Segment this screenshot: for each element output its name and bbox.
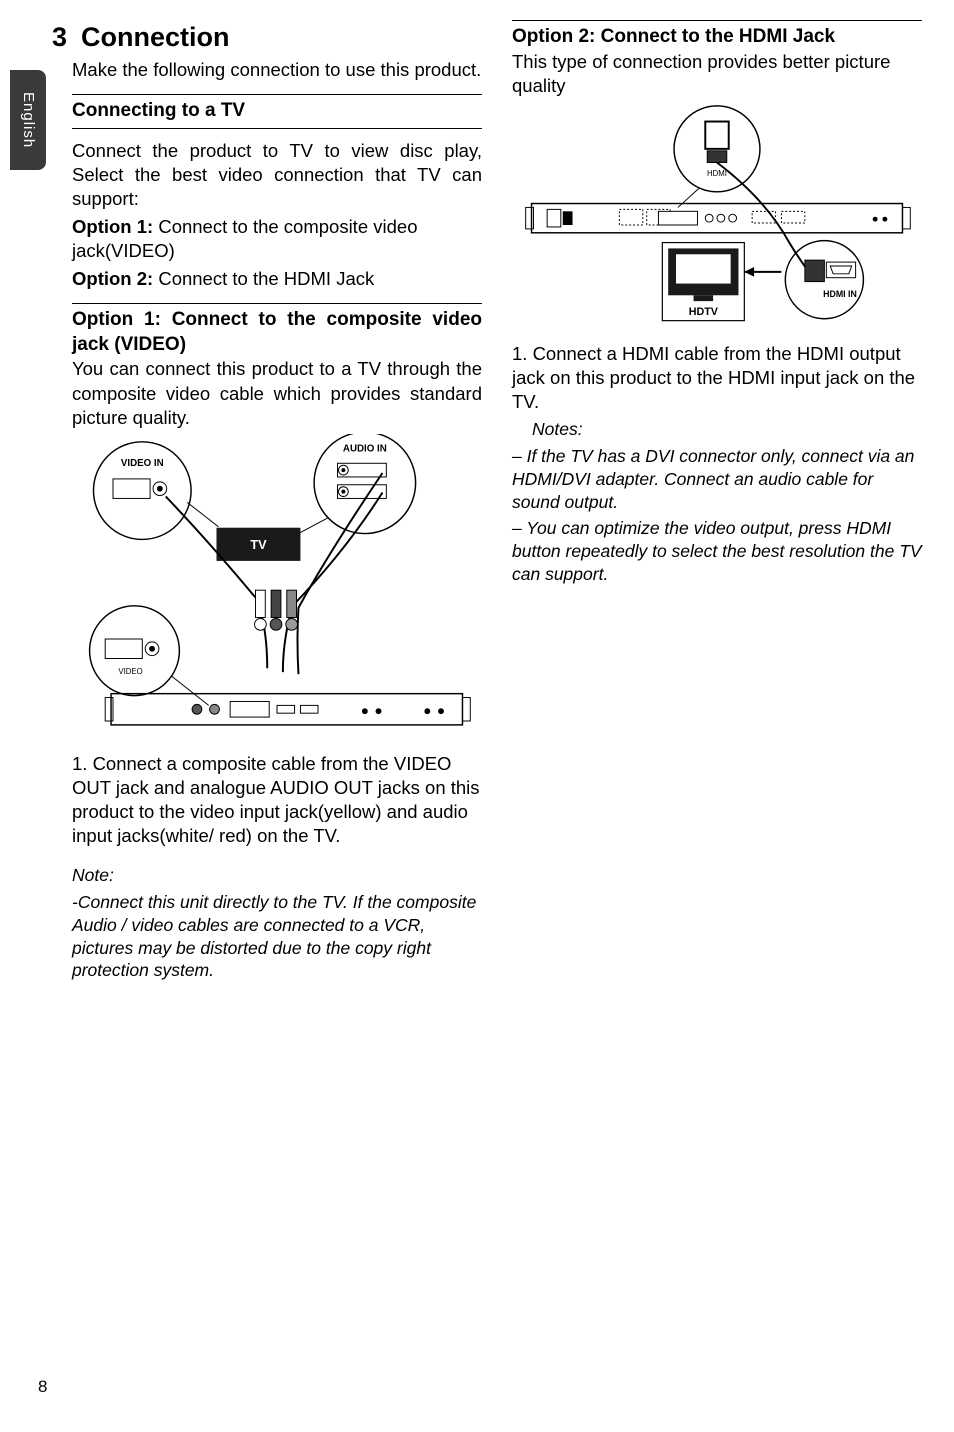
note2: – You can optimize the video output, pre… [512, 517, 922, 585]
option2-step1: 1. Connect a HDMI cable from the HDMI ou… [512, 342, 922, 414]
option2-text: Connect to the HDMI Jack [153, 268, 374, 289]
option2-heading: Option 2: Connect to the HDMI Jack [512, 20, 922, 50]
subheading-connecting-tv: Connecting to a TV [72, 94, 482, 129]
option1-body: You can connect this product to a TV thr… [72, 357, 482, 429]
left-column: 3Connection Make the following connectio… [72, 20, 482, 986]
option1-step1: 1. Connect a composite cable from the VI… [72, 752, 482, 848]
option2-intro: This type of connection provides better … [512, 50, 922, 98]
diagram-label-audio-in: AUDIO IN [343, 443, 387, 454]
intro-text: Make the following connection to use thi… [72, 58, 482, 82]
section-title: Connection [81, 22, 230, 52]
diagram-label-video: VIDEO [118, 667, 142, 676]
note1: – If the TV has a DVI connector only, co… [512, 445, 922, 513]
diagram-label-hdmi: HDMI [707, 169, 727, 178]
note-body: -Connect this unit directly to the TV. I… [72, 891, 482, 982]
composite-diagram: VIDEO IN AUDIO IN [72, 434, 482, 743]
diagram-label-video-in: VIDEO IN [121, 458, 164, 469]
option1-heading: Option 1: Connect to the composite video… [72, 303, 482, 357]
option1-line: Option 1: Connect to the composite video… [72, 215, 482, 263]
diagram-label-hdtv: HDTV [689, 306, 719, 318]
note-label: Note: [72, 864, 482, 887]
page-content: 3Connection Make the following connectio… [72, 20, 932, 986]
option1-label: Option 1: [72, 216, 153, 237]
section-number: 3 [52, 22, 67, 52]
language-tab: English [10, 70, 46, 170]
notes-label: Notes: [532, 418, 922, 441]
page-number: 8 [38, 1376, 47, 1398]
diagram-label-tv: TV [250, 538, 267, 552]
right-column: Option 2: Connect to the HDMI Jack This … [512, 20, 922, 986]
diagram-label-hdmi-in: HDMI IN [823, 289, 857, 299]
option2-label: Option 2: [72, 268, 153, 289]
connect-para: Connect the product to TV to view disc p… [72, 139, 482, 211]
section-heading: 3 Connection [52, 20, 482, 55]
option2-line: Option 2: Connect to the HDMI Jack [72, 267, 482, 291]
hdmi-diagram: HDMI [512, 102, 922, 333]
